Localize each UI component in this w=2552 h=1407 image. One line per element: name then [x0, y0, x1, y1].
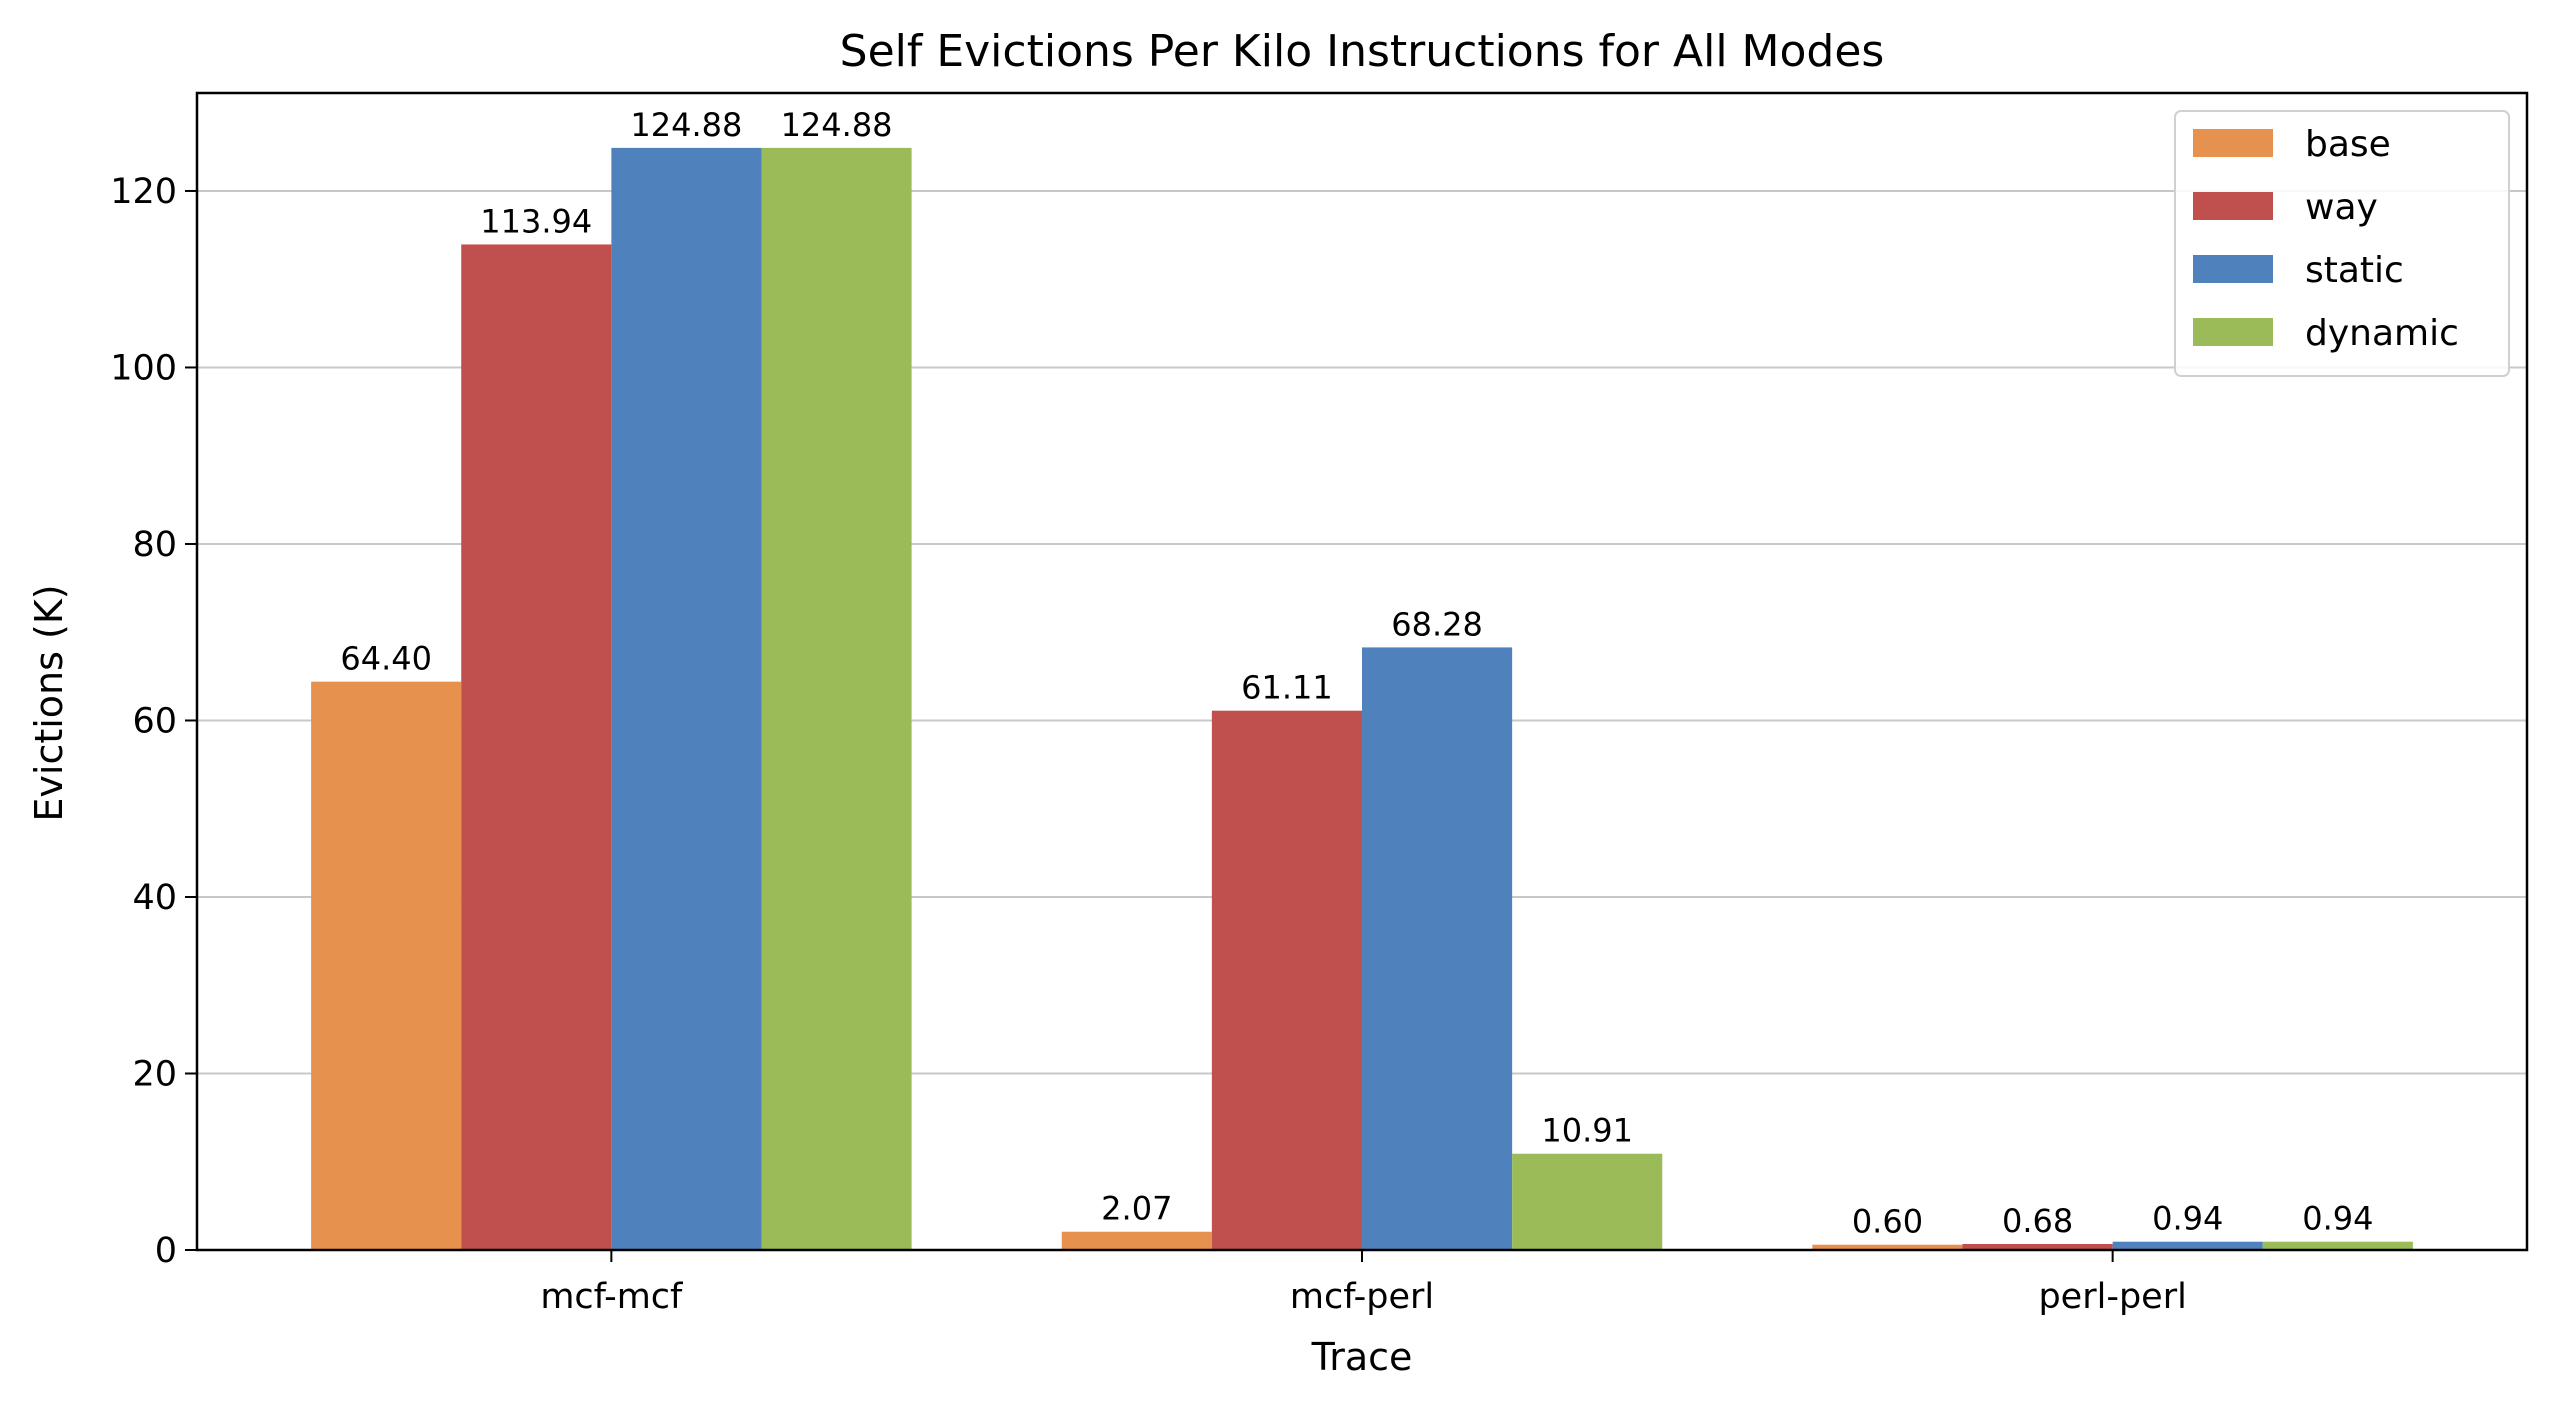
bar-base-perl-perl: [1812, 1244, 1963, 1250]
y-tick-label: 120: [110, 172, 177, 212]
y-axis-label: Evictions (K): [27, 584, 71, 821]
y-tick-label: 20: [132, 1054, 177, 1094]
x-tick-label: mcf-mcf: [540, 1277, 683, 1317]
legend-swatch-dynamic: [2193, 318, 2273, 346]
data-label: 0.94: [2302, 1200, 2373, 1238]
data-label: 113.94: [480, 202, 592, 240]
bar-way-mcf-perl: [1211, 710, 1362, 1250]
bars: [311, 147, 2413, 1250]
bar-static-perl-perl: [2112, 1241, 2263, 1250]
data-label: 0.68: [2002, 1202, 2073, 1240]
legend-label-dynamic: dynamic: [2305, 313, 2459, 354]
y-tick-label: 100: [110, 348, 177, 388]
data-label: 124.88: [781, 106, 893, 144]
data-label: 2.07: [1101, 1190, 1172, 1228]
data-label: 10.91: [1541, 1112, 1633, 1150]
chart-title: Self Evictions Per Kilo Instructions for…: [840, 26, 1885, 77]
bar-base-mcf-perl: [1061, 1231, 1212, 1250]
data-label: 61.11: [1241, 669, 1333, 707]
bar-static-mcf-perl: [1362, 647, 1513, 1250]
bar-dynamic-mcf-perl: [1512, 1153, 1663, 1250]
legend-box: [2174, 110, 2510, 377]
bar-dynamic-perl-perl: [2262, 1241, 2413, 1250]
y-tick-label: 80: [132, 525, 177, 565]
legend-swatch-base: [2193, 129, 2273, 157]
legend-label-base: base: [2305, 124, 2391, 165]
data-label: 0.94: [2152, 1200, 2223, 1238]
legend-swatch-way: [2193, 192, 2273, 220]
bar-way-mcf-mcf: [461, 244, 612, 1250]
data-label: 68.28: [1391, 605, 1483, 643]
data-label: 124.88: [630, 106, 742, 144]
legend: base way static dynamic: [2174, 110, 2510, 377]
legend-label-way: way: [2305, 187, 2378, 228]
x-axis: mcf-mcf mcf-perl perl-perl: [540, 1250, 2187, 1317]
data-labels: 64.40 113.94 124.88 124.88 2.07 61.11 68.28 10.…: [340, 106, 2373, 1241]
bar-dynamic-mcf-mcf: [761, 147, 912, 1250]
legend-swatch-static: [2193, 255, 2273, 283]
bar-base-mcf-mcf: [311, 681, 462, 1250]
y-tick-label: 40: [132, 878, 177, 918]
x-tick-label: mcf-perl: [1290, 1277, 1434, 1317]
y-axis: 0 20 40 60 80 100 120: [110, 172, 197, 1271]
y-tick-label: 60: [132, 701, 177, 741]
x-axis-label: Trace: [1311, 1335, 1413, 1379]
bar-static-mcf-mcf: [611, 147, 762, 1250]
x-tick-label: perl-perl: [2038, 1277, 2186, 1317]
y-tick-label: 0: [155, 1231, 177, 1271]
data-label: 64.40: [340, 640, 432, 678]
data-label: 0.60: [1852, 1203, 1923, 1241]
bar-way-perl-perl: [1962, 1243, 2113, 1250]
legend-label-static: static: [2305, 250, 2404, 291]
